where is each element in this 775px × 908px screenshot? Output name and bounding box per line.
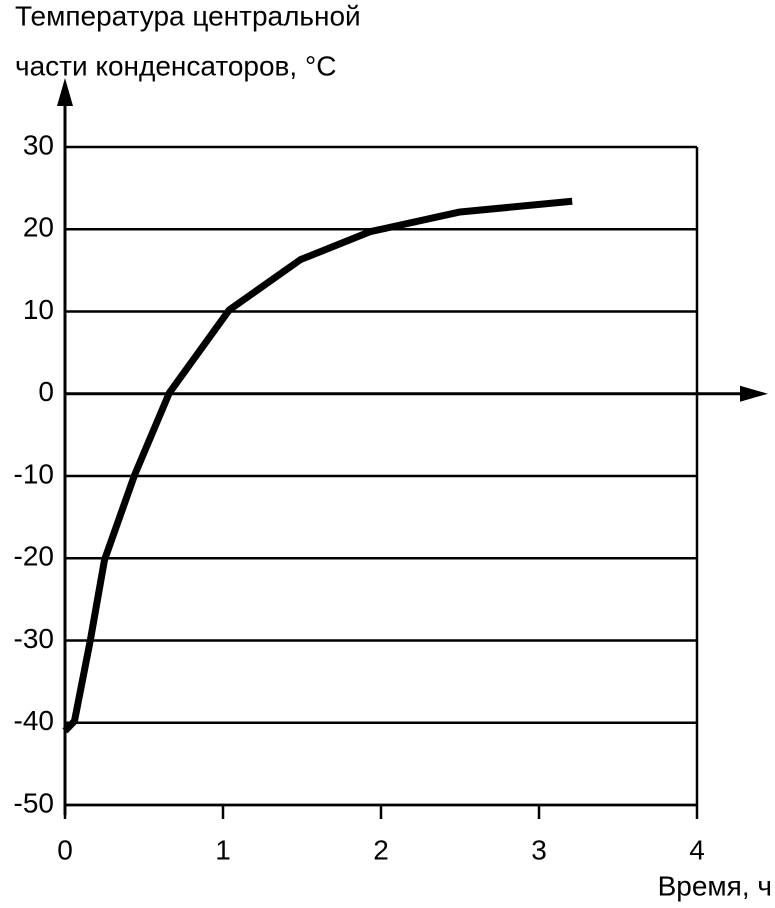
- x-tick-label: 0: [57, 834, 73, 865]
- y-tick-label: -40: [14, 705, 54, 736]
- x-tick-label: 4: [689, 834, 705, 865]
- y-tick-label: -30: [14, 623, 54, 654]
- x-tick-label: 3: [531, 834, 547, 865]
- y-tick-label: -10: [14, 458, 54, 489]
- y-axis-arrow: [57, 78, 73, 106]
- y-tick-label: -20: [14, 541, 54, 572]
- x-axis-label: Время, ч: [658, 870, 772, 901]
- x-tick-label: 2: [373, 834, 389, 865]
- y-tick-label: 10: [23, 294, 54, 325]
- y-axis-label: Температура центральной: [15, 0, 361, 31]
- y-tick-label: -50: [14, 787, 54, 818]
- x-tick-label: 1: [215, 834, 231, 865]
- y-axis-label: части конденсаторов, °C: [15, 50, 336, 81]
- y-tick-label: 30: [23, 129, 54, 160]
- data-line: [62, 197, 573, 734]
- x-axis-arrow: [740, 385, 768, 402]
- y-tick-label: 20: [23, 212, 54, 243]
- y-tick-label: 0: [38, 376, 54, 407]
